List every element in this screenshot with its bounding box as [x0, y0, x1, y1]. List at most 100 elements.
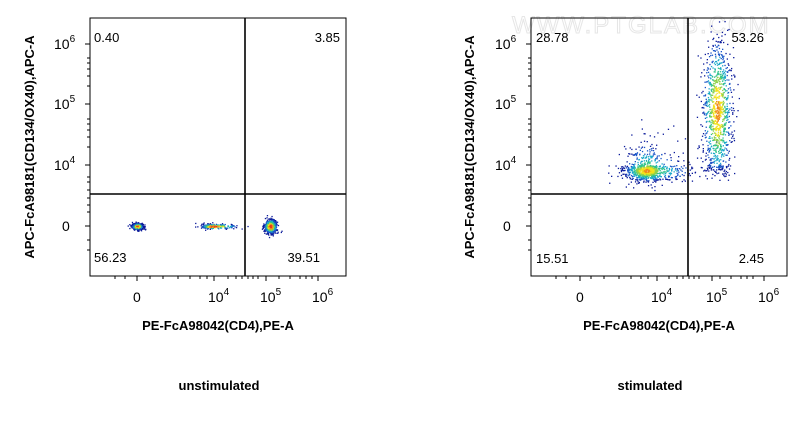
- event-dot: [631, 168, 633, 170]
- event-dot: [664, 176, 666, 178]
- event-dot: [721, 83, 723, 85]
- event-dot: [715, 132, 717, 134]
- event-dot: [734, 156, 736, 158]
- event-dot: [630, 166, 632, 168]
- event-dot: [710, 89, 712, 91]
- event-dot: [645, 171, 647, 174]
- event-dot: [727, 63, 729, 65]
- event-dot: [667, 128, 670, 130]
- event-dot: [645, 156, 647, 159]
- event-dot: [708, 110, 710, 113]
- event-dot: [273, 221, 275, 223]
- event-dot: [710, 143, 712, 145]
- event-dot: [710, 161, 712, 163]
- event-dot: [727, 91, 730, 94]
- event-dot: [720, 75, 722, 78]
- event-dot: [267, 231, 269, 233]
- event-dot: [724, 64, 726, 67]
- event-dot: [720, 156, 723, 158]
- event-dot: [644, 153, 646, 155]
- event-dot: [661, 163, 663, 165]
- event-dot: [702, 151, 704, 153]
- event-dot: [643, 133, 645, 135]
- event-dot: [207, 226, 209, 228]
- event-dot: [673, 151, 675, 154]
- event-dot: [704, 86, 706, 89]
- event-dot: [652, 155, 654, 157]
- event-dot: [709, 83, 711, 85]
- event-dot: [714, 53, 717, 55]
- event-dot: [718, 63, 720, 66]
- event-dot: [270, 227, 272, 229]
- event-dot: [713, 37, 715, 39]
- event-dot: [731, 67, 733, 70]
- event-dot: [704, 102, 707, 104]
- event-dot: [644, 173, 646, 175]
- event-dot: [635, 175, 637, 177]
- event-dot: [272, 227, 274, 229]
- event-dot: [715, 142, 717, 144]
- event-dot: [710, 152, 712, 154]
- event-dot: [651, 149, 653, 152]
- event-dot: [704, 117, 707, 119]
- event-dot: [707, 149, 709, 151]
- event-dot: [713, 137, 716, 139]
- event-dot: [716, 162, 718, 164]
- event-dot: [655, 179, 657, 181]
- event-dot: [719, 149, 721, 151]
- event-dot: [714, 95, 716, 97]
- event-dot: [732, 135, 734, 138]
- event-dot: [707, 71, 710, 73]
- event-dot: [263, 230, 265, 232]
- event-dot: [136, 228, 138, 230]
- event-dot: [657, 176, 659, 178]
- event-dot: [719, 132, 721, 134]
- event-dot: [721, 101, 723, 103]
- event-dot: [719, 179, 721, 181]
- event-dot: [710, 99, 712, 101]
- event-dot: [140, 225, 142, 227]
- event-dot: [130, 226, 132, 228]
- event-dot: [712, 88, 714, 91]
- event-dot: [659, 170, 661, 172]
- event-dot: [715, 160, 717, 162]
- event-dot: [649, 162, 651, 165]
- event-dot: [730, 133, 732, 135]
- event-dot: [709, 106, 711, 108]
- event-dot: [708, 167, 710, 169]
- event-dot: [723, 175, 725, 177]
- event-dot: [640, 167, 642, 169]
- event-dot: [133, 226, 135, 228]
- event-dot: [721, 54, 723, 56]
- event-dot: [706, 178, 708, 180]
- event-dot: [727, 96, 729, 99]
- event-dot: [724, 96, 726, 99]
- event-dot: [704, 169, 706, 171]
- event-dot: [647, 185, 650, 187]
- event-dot: [723, 153, 726, 155]
- event-dot: [708, 137, 710, 139]
- event-dot: [633, 174, 635, 176]
- event-dot: [656, 172, 659, 175]
- event-dot: [716, 172, 718, 175]
- event-dot: [639, 169, 641, 171]
- event-dot: [644, 170, 646, 172]
- event-dot: [622, 166, 624, 168]
- event-dot: [723, 155, 725, 157]
- event-dot: [640, 178, 642, 180]
- event-dot: [697, 147, 699, 150]
- event-dot: [714, 50, 716, 52]
- event-dot: [716, 121, 718, 123]
- event-dot: [707, 147, 709, 149]
- event-dot: [630, 181, 632, 183]
- y-axis-title: APC-FcA98181(CD134/OX40),APC-A: [22, 35, 37, 259]
- event-dot: [664, 171, 666, 173]
- event-dot: [712, 112, 714, 115]
- event-dot: [645, 163, 647, 165]
- event-dot: [268, 232, 270, 234]
- event-dot: [711, 157, 713, 160]
- event-dot: [706, 120, 708, 123]
- event-dot: [637, 163, 639, 166]
- event-dot: [723, 88, 725, 90]
- event-dot: [664, 166, 667, 168]
